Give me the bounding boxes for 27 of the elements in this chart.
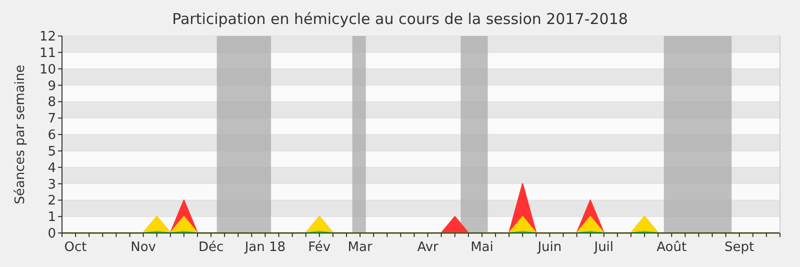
y-tick-label: 2 xyxy=(48,194,56,209)
x-tick-label: Nov xyxy=(130,240,156,255)
x-tick-label: Déc xyxy=(198,240,224,255)
x-tick-label: Juil xyxy=(593,240,614,255)
y-axis-title: Séances par semaine xyxy=(13,64,28,204)
chart-title: Participation en hémicycle au cours de la session 2017-2018 xyxy=(172,10,628,28)
y-tick-label: 6 xyxy=(48,128,56,144)
x-tick-label: Avr xyxy=(417,240,440,255)
y-tick-label: 1 xyxy=(48,210,56,226)
y-tick-label: 5 xyxy=(48,144,56,160)
y-tick-label: 4 xyxy=(48,160,56,176)
x-tick-label: Août xyxy=(656,240,687,255)
x-tick-label: Juin xyxy=(536,240,562,255)
y-tick-label: 3 xyxy=(48,177,56,192)
y-tick-label: 12 xyxy=(39,30,56,45)
y-tick-label: 8 xyxy=(48,95,56,110)
x-tick-label: Mai xyxy=(470,240,494,255)
x-tick-label: Sept xyxy=(724,240,754,255)
x-tick-label: Oct xyxy=(64,240,87,255)
y-tick-label: 11 xyxy=(39,46,56,61)
y-tick-label: 7 xyxy=(48,112,56,127)
y-tick-label: 0 xyxy=(48,226,56,242)
y-tick-label: 10 xyxy=(39,62,56,78)
x-tick-label: Fév xyxy=(308,240,331,255)
y-tick-label: 9 xyxy=(48,78,56,94)
x-tick-label: Mar xyxy=(348,240,373,255)
x-tick-label: Jan 18 xyxy=(244,240,286,255)
